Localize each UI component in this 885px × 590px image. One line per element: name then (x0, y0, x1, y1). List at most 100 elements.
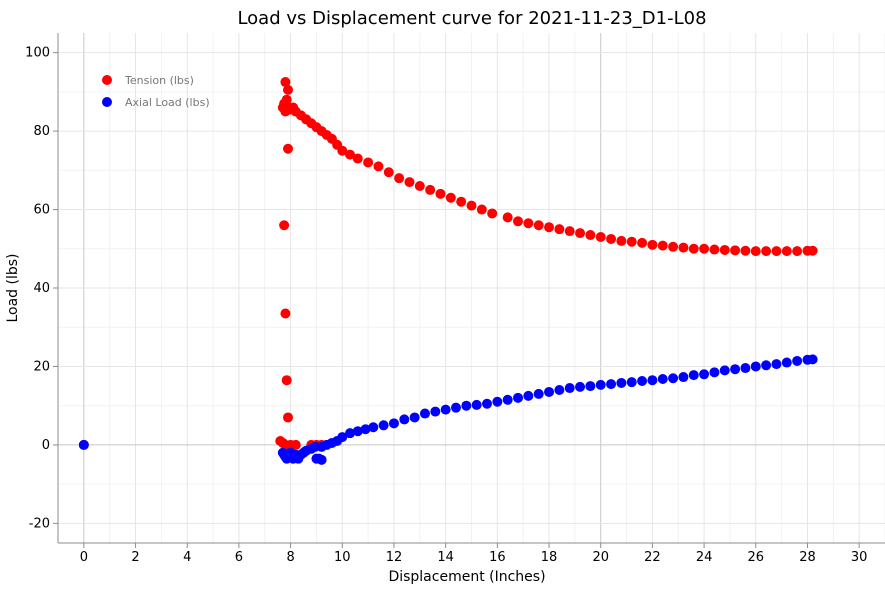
data-point (699, 243, 710, 254)
data-point (564, 383, 575, 394)
data-point (316, 454, 327, 465)
data-point (637, 375, 648, 386)
x-tick-label: 26 (748, 550, 765, 565)
data-point (807, 354, 818, 365)
data-point (771, 359, 782, 370)
data-point (544, 386, 555, 397)
data-point (492, 396, 503, 407)
x-tick-label: 6 (235, 550, 243, 565)
data-point (781, 357, 792, 368)
data-point (657, 374, 668, 385)
data-point (476, 204, 487, 215)
data-point (399, 414, 410, 425)
data-point (595, 232, 606, 242)
data-point (626, 236, 637, 247)
data-point (513, 392, 524, 403)
data-point (378, 420, 389, 431)
data-point (345, 428, 356, 439)
data-point (78, 439, 89, 450)
data-point (688, 370, 699, 381)
data-point (688, 243, 699, 254)
data-point (440, 404, 451, 415)
x-tick-label: 8 (286, 550, 294, 565)
data-point (730, 245, 741, 256)
data-point (807, 245, 818, 256)
data-point (290, 439, 301, 450)
data-point (404, 177, 415, 188)
data-point (616, 377, 627, 388)
data-point (554, 224, 565, 235)
data-point (647, 239, 658, 250)
data-point (750, 361, 761, 372)
data-point (657, 240, 668, 251)
chart-title: Load vs Displacement curve for 2021-11-2… (237, 8, 706, 29)
x-tick-label: 20 (592, 550, 609, 565)
data-point (678, 242, 689, 253)
data-point (283, 412, 294, 423)
data-point (394, 173, 405, 184)
data-point (719, 244, 730, 255)
data-point (678, 372, 689, 383)
x-tick-label: 22 (644, 550, 661, 565)
data-point (740, 245, 751, 256)
data-point (502, 212, 513, 223)
data-point (456, 196, 467, 207)
data-point (445, 192, 456, 203)
data-point (352, 426, 363, 437)
data-point (414, 181, 425, 191)
y-tick-label: 60 (33, 203, 50, 218)
y-tick-label: 80 (33, 124, 50, 139)
y-tick-label: -20 (29, 516, 50, 531)
x-tick-label: 30 (851, 550, 868, 565)
legend: Tension (lbs) Axial Load (lbs) (102, 74, 210, 109)
data-point (750, 246, 761, 257)
data-point (435, 188, 446, 199)
data-point (606, 379, 617, 390)
data-point (761, 246, 772, 257)
data-point (564, 226, 575, 237)
data-point (409, 412, 420, 423)
x-tick-label: 4 (183, 550, 191, 565)
data-point (533, 220, 544, 231)
data-point (450, 402, 461, 413)
data-point (709, 367, 720, 378)
series-tension (78, 77, 818, 450)
x-tick-label: 16 (489, 550, 506, 565)
y-tick-label: 40 (33, 281, 50, 296)
axes: 0 2 4 6 8 10 12 14 16 18 20 22 24 26 28 30-200204060801… (25, 33, 885, 565)
data-point (513, 216, 524, 227)
data-point (544, 222, 555, 233)
data-point (337, 432, 348, 443)
data-point (719, 365, 730, 376)
legend-label: Axial Load (lbs) (125, 96, 210, 109)
data-point (280, 77, 291, 88)
data-point (360, 424, 371, 435)
data-point (461, 400, 472, 411)
data-point (425, 184, 436, 195)
legend-marker (102, 75, 112, 85)
data-point (280, 308, 291, 319)
data-point (383, 167, 394, 178)
data-point (281, 94, 292, 105)
x-tick-label: 2 (131, 550, 139, 565)
data-point (281, 375, 292, 386)
grid (57, 33, 885, 543)
data-point (771, 246, 782, 257)
data-point (523, 390, 534, 401)
data-point (781, 246, 792, 257)
data-point (575, 228, 586, 239)
data-point (283, 143, 294, 154)
data-point (554, 385, 565, 395)
legend-marker (102, 97, 112, 107)
y-axis-label: Load (lbs) (5, 253, 21, 322)
series-axial-load (78, 354, 818, 465)
data-point (345, 149, 356, 160)
data-point (466, 200, 477, 211)
data-point (523, 218, 534, 229)
data-point (471, 399, 482, 410)
data-points (78, 77, 818, 465)
data-point (337, 145, 348, 156)
data-point (283, 84, 294, 95)
